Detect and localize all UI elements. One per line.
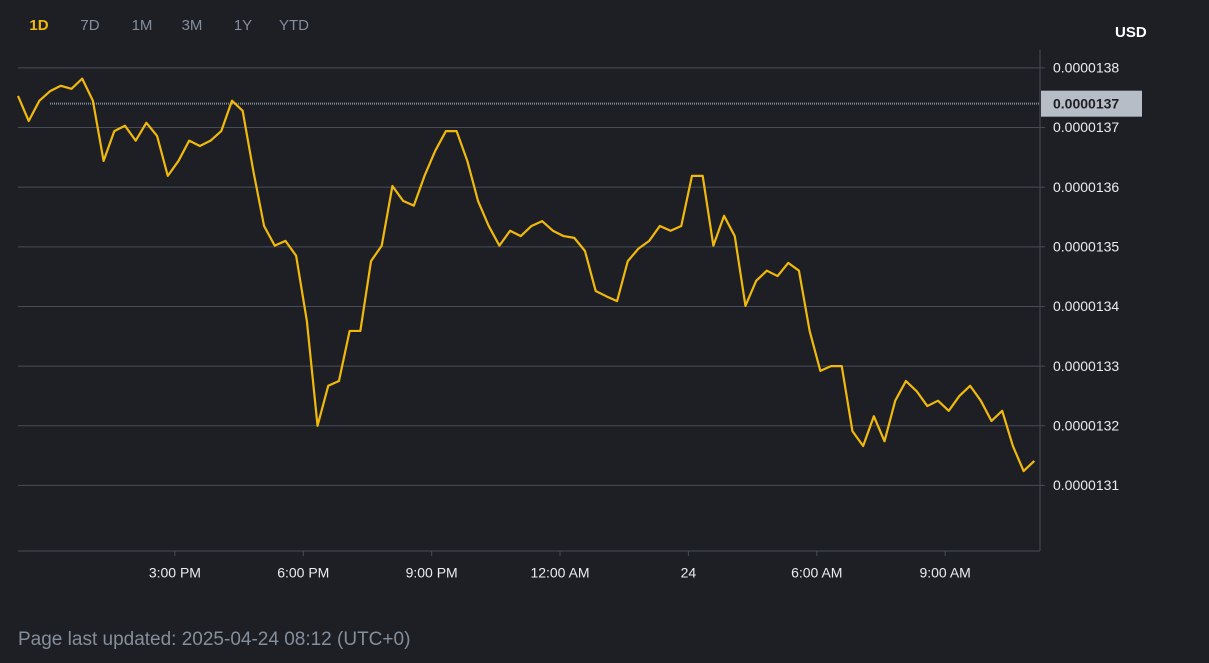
y-tick-label: 0.0000136: [1053, 179, 1119, 195]
range-tab[interactable]: 1M: [132, 17, 153, 34]
y-tick-label: 0.0000134: [1053, 298, 1119, 314]
last-price-label: 0.0000137: [1053, 95, 1119, 111]
y-tick-label: 0.0000132: [1053, 417, 1119, 433]
x-tick-label: 12:00 AM: [530, 565, 589, 581]
y-tick-label: 0.0000138: [1053, 60, 1119, 76]
price-line: [16, 77, 1036, 473]
y-tick-label: 0.0000133: [1053, 358, 1119, 374]
y-tick-label: 0.0000135: [1053, 239, 1119, 255]
x-tick-label: 9:00 PM: [406, 565, 458, 581]
x-tick-label: 3:00 PM: [149, 565, 201, 581]
range-tab[interactable]: 3M: [182, 17, 203, 34]
x-tick-label: 24: [681, 565, 697, 581]
range-tab[interactable]: 1Y: [234, 17, 252, 34]
last-updated: Page last updated: 2025-04-24 08:12 (UTC…: [18, 629, 410, 650]
range-tab[interactable]: 1D: [29, 17, 48, 34]
y-tick-label: 0.0000137: [1053, 119, 1119, 135]
x-tick-label: 6:00 AM: [791, 565, 842, 581]
last-price-box: [1041, 90, 1142, 117]
range-tab[interactable]: YTD: [279, 17, 309, 34]
x-tick-label: 9:00 AM: [919, 565, 970, 581]
x-tick-label: 6:00 PM: [277, 565, 329, 581]
currency-label: USD: [1115, 24, 1147, 41]
y-tick-label: 0.0000131: [1053, 477, 1119, 493]
range-tabs: 1D 7D 1M 3M 1Y YTD: [29, 17, 309, 34]
range-tab[interactable]: 7D: [80, 17, 99, 34]
